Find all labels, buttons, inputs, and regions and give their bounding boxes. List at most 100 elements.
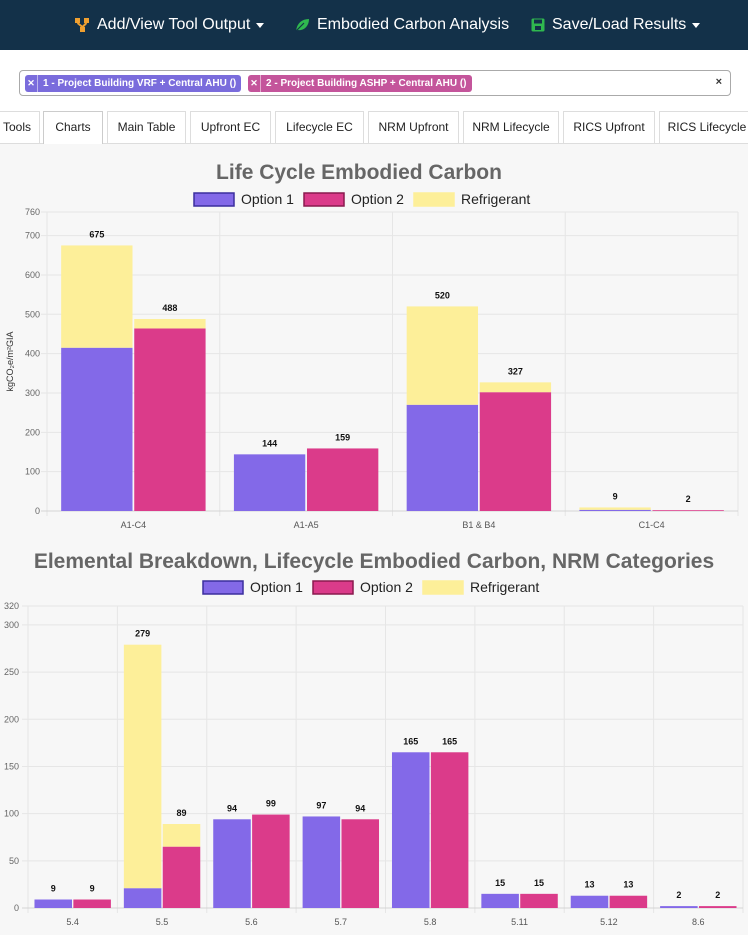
- x-tick-label: A1-C4: [121, 520, 147, 530]
- y-tick-label: 150: [4, 761, 19, 771]
- legend-swatch-2: [422, 580, 464, 595]
- bar-option-1-refrigerant: [61, 245, 133, 348]
- bar-option-2-base: [306, 448, 379, 511]
- chip-label: 2 - Project Building ASHP + Central AHU …: [266, 78, 467, 89]
- y-tick-label: 300: [25, 388, 40, 398]
- y-tick-label: 200: [25, 427, 40, 437]
- tab-main-table[interactable]: Main Table: [107, 111, 186, 143]
- bar-option-1-base: [61, 347, 133, 511]
- elemental-breakdown-chart: Elemental Breakdown, Lifecycle Embodied …: [4, 550, 744, 927]
- bar-option-1-base: [233, 454, 306, 511]
- top-navbar: Add/View Tool Output Embodied Carbon Ana…: [0, 0, 748, 50]
- chart-title: Life Cycle Embodied Carbon: [216, 161, 502, 184]
- bar-option-2-base: [479, 392, 552, 511]
- save-icon: [531, 18, 545, 32]
- data-label: 15: [495, 878, 505, 888]
- bar-option-1-refrigerant: [579, 507, 651, 510]
- x-tick-label: B1 & B4: [462, 520, 495, 530]
- tab-nrm-lifecycle[interactable]: NRM Lifecycle: [463, 111, 559, 143]
- bar-option-1-base: [302, 816, 341, 908]
- bar-option-2-base: [698, 906, 737, 908]
- data-label: 9: [51, 884, 56, 894]
- tab-tools[interactable]: Tools: [0, 111, 40, 143]
- x-tick-label: 5.4: [66, 917, 79, 927]
- leaf-icon: [295, 19, 309, 32]
- data-label: 165: [442, 736, 457, 746]
- x-tick-label: 5.5: [156, 917, 169, 927]
- data-label: 488: [162, 303, 177, 313]
- save-load-results-menu[interactable]: Save/Load Results: [531, 0, 701, 50]
- data-label: 94: [227, 803, 237, 813]
- x-tick-label: 5.8: [424, 917, 437, 927]
- data-label: 9: [90, 884, 95, 894]
- legend-swatch-0: [202, 580, 244, 595]
- y-tick-label: 500: [25, 309, 40, 319]
- save-load-results-label: Save/Load Results: [552, 16, 687, 33]
- data-label: 97: [316, 800, 326, 810]
- bar-option-1-refrigerant: [123, 644, 162, 889]
- data-label: 94: [355, 803, 365, 813]
- y-tick-label: 300: [4, 620, 19, 630]
- result-selector[interactable]: ✕ 1 - Project Building VRF + Central AHU …: [19, 70, 731, 96]
- data-label: 89: [176, 808, 186, 818]
- remove-chip-icon[interactable]: ✕: [25, 75, 38, 92]
- legend-label-1: Option 2: [351, 191, 404, 207]
- bar-option-2-base: [341, 819, 380, 908]
- x-tick-label: 5.7: [335, 917, 348, 927]
- selected-chip-option-2: ✕ 2 - Project Building ASHP + Central AHU…: [248, 75, 472, 92]
- bar-option-2-base: [134, 328, 206, 511]
- data-label: 279: [135, 629, 150, 639]
- data-label: 520: [435, 290, 450, 300]
- clear-all-icon[interactable]: ×: [715, 76, 722, 88]
- data-label: 165: [403, 736, 418, 746]
- data-label: 159: [335, 432, 350, 442]
- caret-down-icon: [692, 22, 701, 28]
- life-cycle-embodied-carbon-chart: Life Cycle Embodied Carbon Option 1 Option…: [5, 161, 739, 530]
- bar-option-1-base: [213, 819, 251, 908]
- tab-charts[interactable]: Charts: [43, 111, 103, 144]
- bar-option-2-refrigerant: [134, 319, 206, 329]
- x-tick-label: 5.11: [511, 917, 528, 927]
- chart-title: Elemental Breakdown, Lifecycle Embodied …: [34, 550, 714, 573]
- bar-option-1-base: [570, 895, 609, 908]
- tab-nrm-upfront[interactable]: NRM Upfront: [368, 111, 459, 143]
- data-label: 144: [262, 438, 277, 448]
- tab-rics-lifecycle[interactable]: RICS Lifecycle: [659, 111, 748, 143]
- bar-option-2-base: [162, 846, 201, 908]
- y-tick-label: 400: [25, 349, 40, 359]
- add-view-tool-output-menu[interactable]: Add/View Tool Output: [74, 0, 265, 50]
- x-tick-label: 5.6: [245, 917, 258, 927]
- tab-rics-upfront[interactable]: RICS Upfront: [563, 111, 655, 143]
- y-axis-label: kgCO₂e/m²GIA: [5, 331, 15, 391]
- bar-option-1-base: [579, 509, 651, 511]
- data-label: 327: [508, 366, 523, 376]
- bar-option-2-base: [430, 752, 469, 908]
- data-label: 2: [715, 890, 720, 900]
- data-label: 13: [623, 880, 633, 890]
- y-tick-label: 0: [14, 903, 19, 913]
- bar-option-1-base: [391, 752, 430, 908]
- legend-label-2: Refrigerant: [470, 579, 539, 595]
- data-label: 13: [584, 880, 594, 890]
- y-tick-label: 100: [4, 809, 19, 819]
- bar-option-2-base: [652, 510, 724, 511]
- data-label: 15: [534, 878, 544, 888]
- bar-option-2-base: [520, 893, 558, 908]
- data-label: 2: [676, 890, 681, 900]
- x-tick-label: 5.12: [600, 917, 618, 927]
- bar-option-1-base: [406, 404, 479, 511]
- y-tick-label: 320: [4, 601, 19, 611]
- legend-swatch-0: [193, 192, 235, 207]
- charts-panel: Life Cycle Embodied Carbon Option 1 Option…: [0, 144, 748, 935]
- caret-down-icon: [256, 22, 265, 28]
- y-tick-label: 250: [4, 667, 19, 677]
- legend-swatch-1: [312, 580, 354, 595]
- embodied-carbon-analysis-link[interactable]: Embodied Carbon Analysis: [294, 0, 509, 50]
- tab-lifecycle-ec[interactable]: Lifecycle EC: [275, 111, 364, 143]
- tab-upfront-ec[interactable]: Upfront EC: [190, 111, 271, 143]
- bar-option-2-base: [252, 814, 290, 908]
- y-tick-label: 50: [9, 856, 19, 866]
- hierarchy-icon: [75, 18, 89, 32]
- tab-bar: Tools Charts Main Table Upfront EC Lifec…: [0, 111, 748, 144]
- remove-chip-icon[interactable]: ✕: [248, 75, 261, 92]
